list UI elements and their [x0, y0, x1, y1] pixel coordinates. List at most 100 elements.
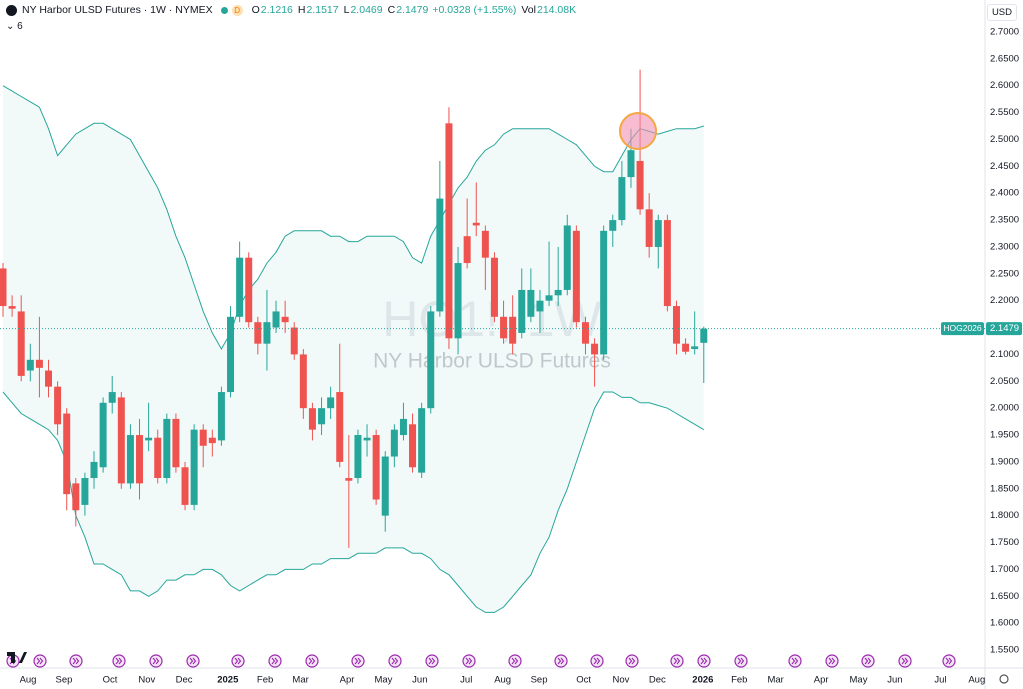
- indicators[interactable]: ⌄ 6: [6, 21, 23, 32]
- event-icon-arrow: [791, 657, 799, 665]
- event-icon[interactable]: [590, 654, 604, 668]
- candle-body: [572, 230, 580, 323]
- event-icon[interactable]: [788, 654, 802, 668]
- candle-body: [618, 177, 626, 221]
- candle-body: [490, 257, 498, 317]
- y-tick-label: 1.9000: [990, 456, 1019, 467]
- event-icon[interactable]: [305, 654, 319, 668]
- settings-icon: [999, 674, 1009, 684]
- candle-body: [636, 160, 644, 210]
- candle-body: [463, 236, 471, 264]
- event-icon[interactable]: [942, 654, 956, 668]
- candle-body: [90, 461, 98, 479]
- symbol-label-box: [941, 322, 984, 336]
- event-icon[interactable]: [268, 654, 282, 668]
- symbol-icon: [6, 4, 17, 16]
- event-icon[interactable]: [508, 654, 522, 668]
- event-icon-arrow: [72, 657, 80, 665]
- event-icon-arrow: [593, 657, 601, 665]
- event-icon[interactable]: [554, 654, 568, 668]
- y-tick-label: 2.3500: [990, 215, 1019, 226]
- candle-body: [281, 316, 289, 323]
- candle-body: [108, 392, 116, 403]
- x-tick-label: Feb: [731, 675, 747, 686]
- event-icon[interactable]: [186, 654, 200, 668]
- candle-body: [545, 295, 553, 301]
- event-icon[interactable]: [425, 654, 439, 668]
- price-label: 2.1479: [990, 323, 1019, 334]
- candle-body: [327, 397, 335, 409]
- ohlc-label: H: [297, 4, 306, 16]
- candle-body: [72, 483, 80, 511]
- event-icon[interactable]: [33, 654, 47, 668]
- event-icon[interactable]: [625, 654, 639, 668]
- candle-body: [554, 289, 562, 296]
- event-icon[interactable]: [670, 654, 684, 668]
- event-icon[interactable]: [69, 654, 83, 668]
- x-tick-label: Mar: [292, 675, 308, 686]
- candle-body: [691, 346, 699, 350]
- ohlc-value: 2.1517: [306, 4, 339, 16]
- candle-body: [163, 418, 171, 479]
- event-icon[interactable]: [149, 654, 163, 668]
- ohlc-value: 2.0469: [350, 4, 383, 16]
- event-icon[interactable]: [861, 654, 875, 668]
- x-tick-label: Aug: [494, 675, 511, 686]
- y-tick-label: 1.7500: [990, 537, 1019, 548]
- candle-body: [263, 322, 271, 344]
- x-tick-label: Oct: [103, 675, 118, 686]
- candle-body: [208, 437, 216, 444]
- x-tick-label: Mar: [767, 675, 783, 686]
- x-tick-label: 2026: [692, 675, 713, 686]
- header: NY Harbor ULSD Futures · 1W · NYMEX D O2…: [6, 4, 576, 16]
- candle-body: [245, 257, 253, 323]
- candle-body: [345, 478, 353, 481]
- candle-body: [600, 230, 608, 355]
- y-tick-label: 2.1000: [990, 349, 1019, 360]
- candle-body: [236, 257, 244, 317]
- candle-body: [454, 263, 462, 339]
- event-icon[interactable]: [825, 654, 839, 668]
- event-icon[interactable]: [112, 654, 126, 668]
- candle-body: [17, 311, 25, 376]
- event-icon[interactable]: [697, 654, 711, 668]
- event-icon[interactable]: [898, 654, 912, 668]
- x-tick-label: May: [374, 675, 392, 686]
- candle-body: [290, 327, 298, 355]
- candle-body: [81, 478, 89, 505]
- x-tick-label: Apr: [814, 675, 829, 686]
- event-icon-arrow: [673, 657, 681, 665]
- x-tick-label: Aug: [20, 675, 37, 686]
- x-tick-label: Apr: [340, 675, 355, 686]
- event-icon[interactable]: [388, 654, 402, 668]
- x-tick-label: Nov: [613, 675, 630, 686]
- candle-body: [354, 435, 362, 479]
- event-icon[interactable]: [734, 654, 748, 668]
- band-fill: [3, 85, 704, 613]
- candle-body: [518, 289, 526, 333]
- candle-body: [190, 429, 198, 505]
- candle-body: [581, 322, 589, 344]
- status-dot: [220, 6, 228, 14]
- candle-body: [308, 408, 316, 430]
- candle-body: [472, 222, 480, 226]
- y-tick-label: 1.7000: [990, 564, 1019, 575]
- currency[interactable]: USD: [986, 4, 1017, 21]
- candle-body: [536, 300, 544, 312]
- candle-body: [627, 150, 635, 178]
- ohlc-label: O: [251, 4, 260, 16]
- band-upper: [2, 85, 704, 351]
- candle-body: [445, 123, 453, 339]
- event-icon[interactable]: [351, 654, 365, 668]
- y-tick-label: 2.0000: [990, 403, 1019, 414]
- candle-body: [136, 435, 144, 484]
- event-icon[interactable]: [231, 654, 245, 668]
- event-icon-arrow: [945, 657, 953, 665]
- event-icon[interactable]: [462, 654, 476, 668]
- candle-body: [645, 209, 653, 247]
- candle-body: [0, 268, 7, 307]
- y-tick-label: 2.0500: [990, 376, 1019, 387]
- x-tick-label: Sep: [531, 675, 548, 686]
- candle-body: [682, 343, 690, 352]
- x-tick-label: Sep: [56, 675, 73, 686]
